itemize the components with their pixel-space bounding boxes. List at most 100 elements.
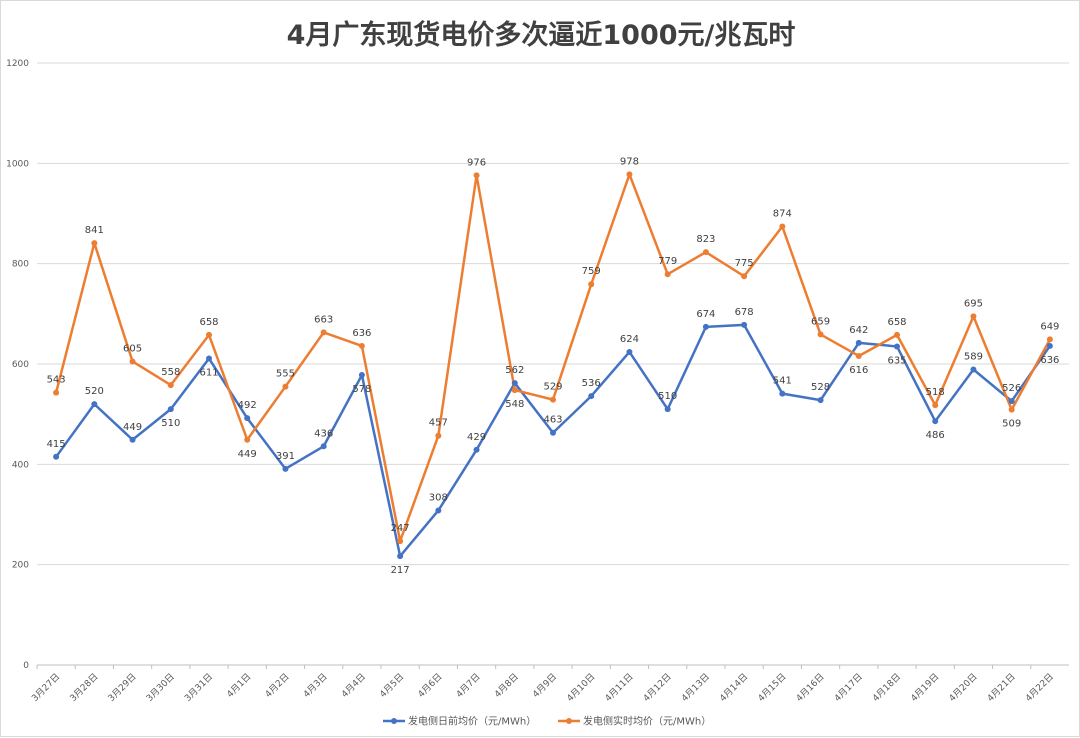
data-point — [320, 443, 327, 450]
data-label: 649 — [1040, 321, 1059, 332]
data-point — [741, 273, 748, 280]
y-tick-label: 400 — [12, 460, 29, 470]
data-point — [167, 406, 174, 413]
data-label: 636 — [352, 328, 371, 339]
data-point — [358, 342, 365, 349]
x-tick-label: 3月31日 — [182, 671, 215, 704]
data-label: 526 — [1002, 383, 1021, 394]
data-label: 635 — [887, 355, 906, 366]
x-tick-label: 4月15日 — [756, 671, 789, 704]
x-tick-label: 4月4日 — [339, 671, 368, 700]
x-tick-label: 4月20日 — [947, 671, 980, 704]
data-point — [320, 329, 327, 336]
x-tick-label: 3月27日 — [30, 671, 63, 704]
data-point — [91, 240, 98, 247]
data-point — [282, 383, 289, 390]
data-point — [244, 436, 251, 443]
data-point — [626, 171, 633, 178]
x-tick-label: 4月8日 — [492, 671, 521, 700]
data-point — [206, 355, 212, 362]
x-tick-label: 4月10日 — [565, 671, 598, 704]
data-point — [358, 372, 365, 379]
x-tick-label: 4月14日 — [718, 671, 751, 704]
y-tick-label: 0 — [23, 661, 29, 671]
x-tick-label: 4月21日 — [985, 671, 1018, 704]
data-label: 642 — [849, 325, 868, 336]
x-tick-label: 4月3日 — [301, 671, 330, 700]
data-point — [1046, 342, 1053, 349]
data-label: 695 — [964, 298, 983, 309]
x-tick-label: 4月22日 — [1023, 671, 1056, 704]
data-label: 449 — [123, 422, 142, 433]
data-point — [855, 352, 862, 359]
data-label: 509 — [1002, 419, 1021, 430]
data-point — [817, 331, 824, 338]
data-point — [550, 396, 556, 403]
data-point — [970, 313, 977, 320]
data-point — [664, 406, 671, 413]
data-point — [932, 418, 939, 425]
data-point — [435, 507, 442, 514]
x-tick-label: 3月29日 — [106, 671, 139, 704]
data-point — [53, 453, 60, 460]
data-label: 658 — [199, 317, 218, 328]
data-label: 841 — [85, 225, 104, 236]
data-point — [970, 366, 977, 373]
data-point — [588, 281, 595, 288]
data-label: 874 — [773, 209, 792, 220]
data-label: 520 — [85, 386, 104, 397]
data-point — [894, 331, 900, 338]
data-point — [779, 390, 786, 397]
data-point — [129, 358, 136, 365]
x-tick-label: 4月1日 — [225, 671, 254, 700]
data-label: 528 — [811, 382, 830, 393]
data-point — [779, 223, 786, 230]
data-label: 492 — [238, 400, 257, 411]
x-tick-label: 4月18日 — [870, 671, 903, 704]
data-point — [588, 393, 595, 400]
data-label: 678 — [735, 307, 754, 318]
x-tick-label: 4月5日 — [378, 671, 407, 700]
data-label: 415 — [47, 439, 66, 450]
legend-label: 发电侧实时均价（元/MWh） — [583, 715, 711, 728]
data-point — [435, 432, 442, 439]
data-point — [244, 415, 251, 422]
data-label: 217 — [391, 565, 410, 576]
data-point — [1008, 406, 1015, 413]
data-point — [550, 429, 556, 436]
data-point — [53, 389, 60, 396]
data-label: 558 — [161, 367, 180, 378]
x-tick-label: 4月16日 — [794, 671, 827, 704]
data-point — [741, 321, 748, 328]
data-point — [167, 382, 174, 389]
x-tick-label: 3月28日 — [68, 671, 101, 704]
data-point — [397, 538, 404, 545]
data-label: 605 — [123, 343, 142, 354]
data-label: 486 — [926, 430, 945, 441]
x-tick-label: 4月9日 — [531, 671, 560, 700]
data-label: 436 — [314, 428, 333, 439]
data-point — [282, 465, 289, 472]
data-label: 247 — [391, 523, 410, 534]
y-tick-label: 600 — [12, 360, 29, 370]
y-tick-label: 800 — [12, 260, 29, 270]
data-point — [511, 380, 518, 387]
x-tick-label: 4月19日 — [909, 671, 942, 704]
data-label: 536 — [582, 378, 601, 389]
data-label: 779 — [658, 256, 677, 267]
data-label: 543 — [47, 375, 66, 386]
data-label: 589 — [964, 352, 983, 363]
x-tick-label: 4月12日 — [641, 671, 674, 704]
data-label: 616 — [849, 365, 868, 376]
data-label: 449 — [238, 449, 257, 460]
data-label: 391 — [276, 451, 295, 462]
data-label: 759 — [582, 266, 601, 277]
data-point — [473, 446, 480, 453]
x-tick-label: 3月30日 — [144, 671, 177, 704]
x-tick-label: 4月2日 — [263, 671, 292, 700]
data-label: 463 — [543, 415, 562, 426]
data-point — [817, 397, 824, 404]
data-label: 978 — [620, 156, 639, 167]
data-point — [206, 331, 212, 338]
x-tick-label: 4月11日 — [603, 671, 636, 704]
